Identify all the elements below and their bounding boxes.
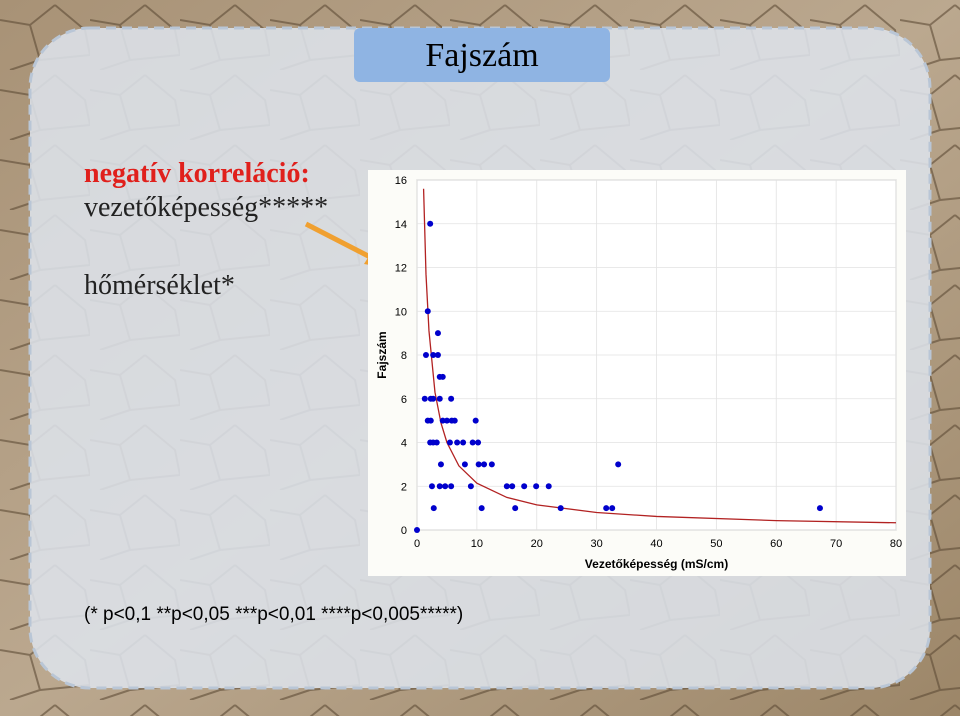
point xyxy=(816,505,823,512)
point xyxy=(460,439,467,446)
slide-title: Fajszám xyxy=(425,37,538,74)
x-tick-label: 60 xyxy=(770,538,782,550)
x-tick-label: 10 xyxy=(471,538,483,550)
point xyxy=(472,417,479,424)
x-tick-label: 80 xyxy=(890,538,902,550)
point xyxy=(443,417,450,424)
point xyxy=(424,308,431,315)
point xyxy=(478,505,485,512)
point xyxy=(503,483,510,490)
point xyxy=(451,417,458,424)
point xyxy=(414,527,420,533)
y-tick-label: 10 xyxy=(395,306,407,318)
y-tick-label: 16 xyxy=(395,175,407,187)
point xyxy=(442,483,449,490)
point xyxy=(475,439,482,446)
title-box xyxy=(354,28,610,82)
fit-curve xyxy=(422,188,897,524)
point xyxy=(488,461,495,468)
x-tick-label: 70 xyxy=(830,538,842,550)
arrow xyxy=(304,221,378,263)
point xyxy=(475,461,482,468)
text-line: vezetőképesség***** xyxy=(84,192,328,223)
heading: negatív korreláció: xyxy=(84,158,310,189)
point xyxy=(615,461,622,468)
point xyxy=(427,220,434,227)
point xyxy=(428,483,435,490)
point xyxy=(609,505,616,512)
point xyxy=(448,395,455,402)
y-tick-label: 8 xyxy=(401,350,407,362)
point xyxy=(557,505,564,512)
point xyxy=(545,483,552,490)
y-axis-label: Fajszám xyxy=(375,331,389,378)
chart: 0 2 4 6 8 10 12 14 16 0 10 20 30 40 50 60 70 80 Vezetőképe… xyxy=(375,175,902,571)
point xyxy=(437,461,444,468)
point xyxy=(439,417,446,424)
point xyxy=(430,505,437,512)
point xyxy=(454,439,461,446)
point xyxy=(603,505,610,512)
point xyxy=(430,395,437,402)
y-tick-label: 4 xyxy=(401,438,407,450)
point xyxy=(469,439,476,446)
y-tick-label: 12 xyxy=(395,263,407,275)
point xyxy=(436,395,443,402)
point xyxy=(430,352,437,358)
y-tick-label: 0 xyxy=(401,525,407,537)
point xyxy=(422,352,429,358)
point xyxy=(467,483,474,490)
point xyxy=(434,330,441,337)
point xyxy=(436,483,443,490)
point xyxy=(446,439,453,446)
footnote: (* p<0,1 **p<0,05 ***p<0,01 ****p<0,005*… xyxy=(84,604,463,625)
point xyxy=(434,352,441,358)
point xyxy=(461,461,468,468)
point xyxy=(533,483,540,490)
point xyxy=(433,439,440,446)
x-tick-label: 20 xyxy=(531,538,543,550)
point xyxy=(421,395,428,402)
point xyxy=(448,483,455,490)
point xyxy=(481,461,488,468)
point xyxy=(439,373,446,380)
point xyxy=(512,505,519,512)
x-tick-label: 30 xyxy=(591,538,603,550)
text-line: hőmérséklet* xyxy=(84,270,235,301)
x-tick-label: 50 xyxy=(710,538,722,550)
x-tick-label: 0 xyxy=(414,538,420,550)
y-tick-label: 14 xyxy=(395,219,407,231)
point xyxy=(521,483,528,490)
x-tick-label: 40 xyxy=(650,538,662,550)
point xyxy=(427,417,434,424)
point xyxy=(509,483,516,490)
y-tick-label: 6 xyxy=(401,394,407,406)
y-tick-label: 2 xyxy=(401,481,407,493)
x-axis-label: Vezetőképesség (mS/cm) xyxy=(585,557,728,571)
